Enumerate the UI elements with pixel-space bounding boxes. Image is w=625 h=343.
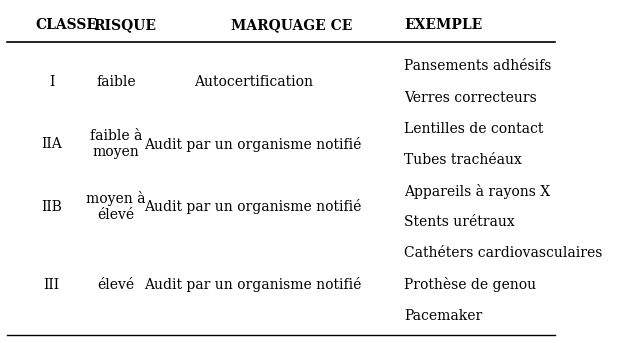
- Text: Audit par un organisme notifié: Audit par un organisme notifié: [144, 277, 362, 292]
- Text: Pansements adhésifs: Pansements adhésifs: [404, 59, 552, 73]
- Text: EXEMPLE: EXEMPLE: [404, 18, 482, 32]
- Text: Prothèse de genou: Prothèse de genou: [404, 277, 536, 292]
- Text: IIB: IIB: [41, 200, 62, 214]
- Text: MARQUAGE CE: MARQUAGE CE: [231, 18, 352, 32]
- Text: Pacemaker: Pacemaker: [404, 309, 482, 323]
- Text: Appareils à rayons X: Appareils à rayons X: [404, 184, 551, 199]
- Text: CLASSE: CLASSE: [35, 18, 97, 32]
- Text: Verres correcteurs: Verres correcteurs: [404, 91, 537, 105]
- Text: Autocertification: Autocertification: [194, 75, 312, 89]
- Text: I: I: [49, 75, 54, 89]
- Text: faible: faible: [96, 75, 136, 89]
- Text: Cathéters cardiovasculaires: Cathéters cardiovasculaires: [404, 246, 602, 260]
- Text: III: III: [44, 277, 60, 292]
- Text: Stents urétraux: Stents urétraux: [404, 215, 515, 229]
- Text: IIA: IIA: [41, 137, 62, 151]
- Text: moyen à
élevé: moyen à élevé: [86, 191, 146, 222]
- Text: Lentilles de contact: Lentilles de contact: [404, 122, 544, 136]
- Text: élevé: élevé: [98, 277, 134, 292]
- Text: Tubes trachéaux: Tubes trachéaux: [404, 153, 522, 167]
- Text: Audit par un organisme notifié: Audit par un organisme notifié: [144, 199, 362, 214]
- Text: Audit par un organisme notifié: Audit par un organisme notifié: [144, 137, 362, 152]
- Text: RISQUE: RISQUE: [94, 18, 157, 32]
- Text: faible à
moyen: faible à moyen: [90, 129, 142, 159]
